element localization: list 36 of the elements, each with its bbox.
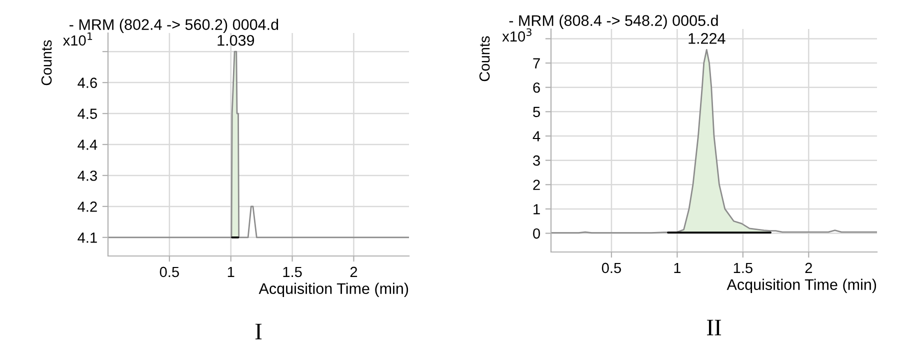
x-tick-label: 1.5 [734, 262, 752, 274]
text: II [706, 320, 722, 336]
text: x10$^{3}$ [502, 28, 532, 42]
annotation: 1.224 [688, 33, 726, 44]
y-tick-label: 1 [534, 204, 540, 214]
y-axis-title: Counts [479, 36, 490, 82]
y-tick-label: 3 [533, 155, 540, 166]
y-axis-title: Counts [41, 40, 52, 86]
x-tick-label: 2 [350, 266, 358, 277]
y-tick-label: 4.6 [78, 78, 97, 88]
x-tick-label: 1 [228, 266, 234, 277]
x-tick-label: 0.5 [160, 266, 179, 278]
x-axis-title: Acquisition Time (min) [258, 282, 408, 298]
x-tick-label: 2 [805, 262, 812, 273]
chart-title: - MRM (802.4 -> 560.2) 0004.d [70, 18, 278, 33]
y-tick-label: 4.2 [78, 202, 97, 212]
x-axis-title: Acquisition Time (min) [726, 278, 876, 294]
annotation: 1.039 [218, 34, 254, 46]
y-tick-label: 0 [533, 228, 540, 239]
chart-title: - MRM (808.4 -> 548.2) 0005.d [509, 14, 718, 29]
text: x10$^{1}$ [63, 32, 92, 46]
x-tick-label: 0.5 [602, 262, 621, 274]
x-tick-label: 1.5 [283, 266, 302, 278]
x-tick-label: 1 [674, 262, 681, 273]
y-tick-label: 6 [533, 82, 540, 93]
y-tick-label: 7 [533, 58, 540, 68]
y-tick-label: 4.4 [78, 140, 98, 150]
text: I [255, 324, 262, 340]
line-series [108, 50, 409, 238]
y-tick-label: 5 [533, 106, 540, 118]
y-tick-label: 4.1 [78, 232, 97, 243]
y-tick-label: 2 [533, 180, 540, 190]
y-tick-label: 4.3 [78, 170, 97, 181]
line-series [551, 48, 877, 234]
y-tick-label: 4 [532, 131, 540, 142]
y-tick-label: 4.5 [78, 108, 97, 119]
